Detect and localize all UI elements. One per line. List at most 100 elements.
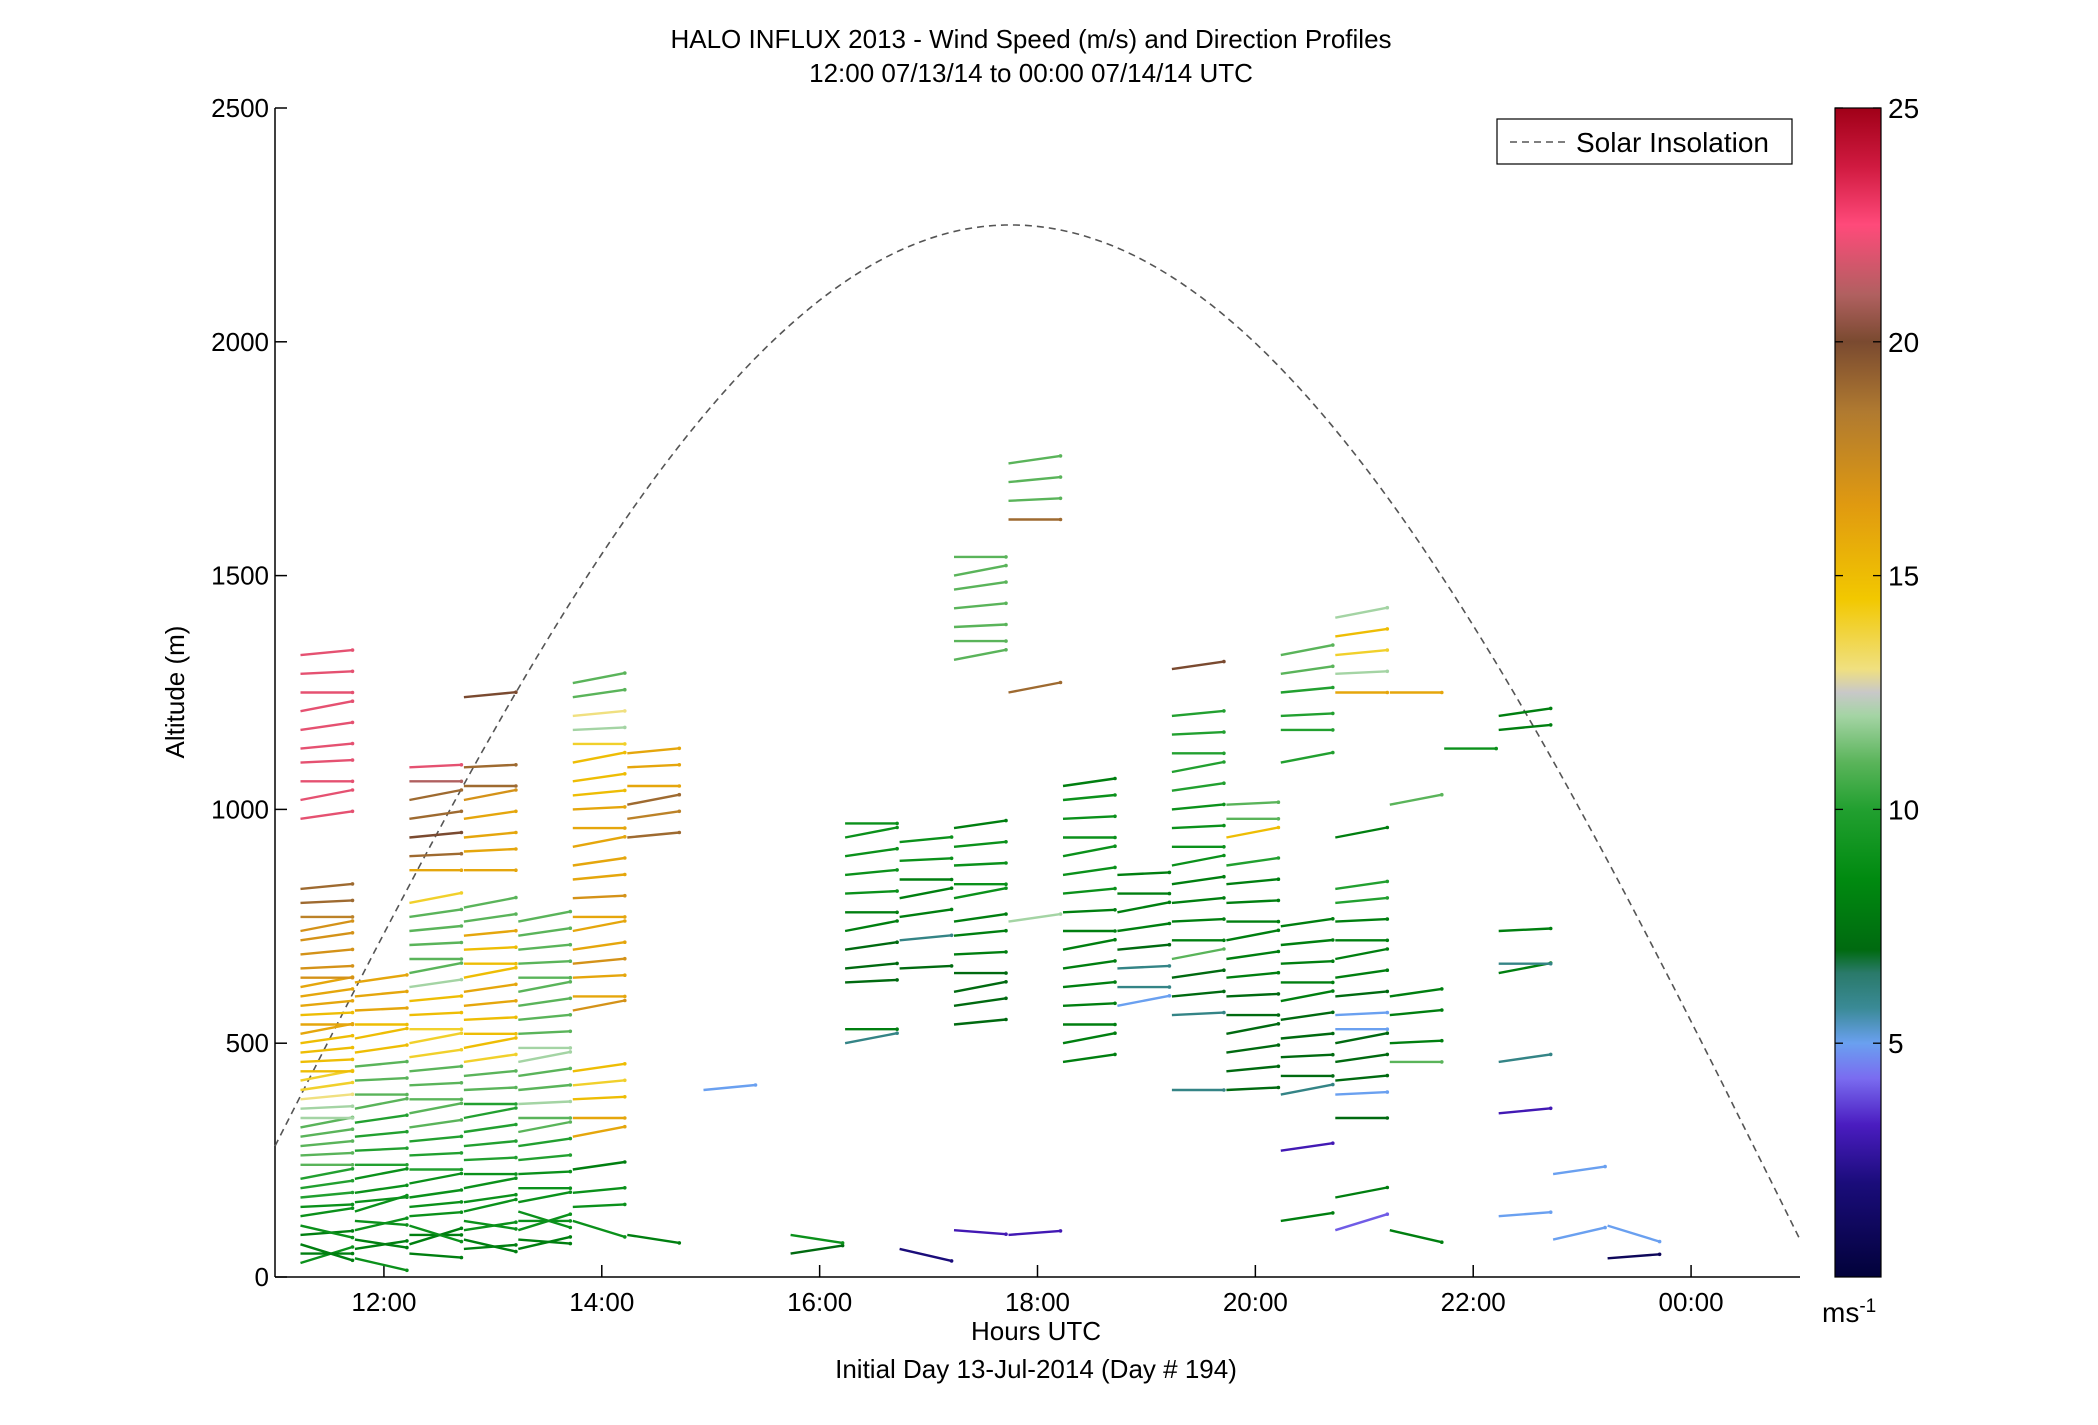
x-axis-label: Hours UTC [971,1316,1101,1346]
wind-barb-head [1331,685,1335,690]
wind-barb [518,1030,571,1035]
wind-barb [463,983,517,993]
wind-barb-head [459,1167,464,1172]
wind-barb-head [1004,980,1008,984]
wind-barb-head [1058,1229,1063,1233]
wind-barb-head [405,1183,409,1188]
wind-barb-head [459,1171,464,1176]
wind-barb-head [677,830,682,835]
colorbar-tick-label: 25 [1888,93,1919,124]
wind-barb-head [1548,1052,1553,1057]
wind-barb-head [623,856,627,860]
wind-barb [1498,1211,1551,1218]
wind-barb-head [514,1176,518,1180]
wind-barb [572,1079,625,1087]
wind-barb [354,1219,407,1227]
wind-barb-head [1113,929,1117,933]
wind-barb [899,887,952,900]
x-tick-label: 16:00 [787,1287,852,1317]
wind-barb [627,831,680,839]
wind-barb [409,908,462,919]
wind-barb [300,919,353,933]
wind-barb-head [405,1092,409,1097]
wind-barb-head [350,1258,355,1263]
wind-barb-head [623,940,627,944]
wind-barb [1062,793,1116,802]
wind-barb [354,1114,408,1124]
wind-barb-head [350,1202,355,1207]
wind-barb-head [1004,622,1008,627]
wind-barb-head [1113,776,1117,781]
wind-barb [953,648,1007,661]
wind-barb-head [1058,496,1063,501]
wind-barb-head [1113,844,1117,848]
wind-barb-head [405,1163,409,1167]
y-tick-label: 1500 [211,561,269,591]
wind-barb-head [568,959,573,963]
wind-barb-head [350,648,355,652]
wind-barb-head [623,1078,627,1083]
wind-barb [1062,815,1116,820]
wind-barb-head [405,1223,409,1227]
wind-barb [1498,927,1551,933]
wind-barb [1335,917,1388,923]
wind-barb [300,1128,353,1138]
wind-barb [953,623,1007,629]
wind-barb-head [840,1241,845,1245]
wind-barb-head [459,1010,464,1015]
wind-barb-head [405,1129,409,1134]
wind-barb [354,1196,408,1204]
wind-barb [1335,648,1388,657]
wind-barb-head [405,1167,409,1171]
wind-barb-head [568,1136,573,1141]
wind-barb-head [459,1031,464,1035]
wind-barb-head [459,809,464,814]
wind-barb-head [1276,1085,1281,1090]
wind-barb [463,1106,517,1120]
wind-barb-head [1331,1031,1335,1036]
wind-barb-head [895,889,899,893]
wind-barb-head [1548,1106,1553,1111]
wind-barb-head [1331,1010,1335,1015]
wind-barb-head [568,1029,573,1034]
wind-barb [572,894,625,900]
wind-barb-head [1222,760,1226,764]
wind-barb-head [1657,1252,1662,1257]
wind-barb-head [623,687,627,692]
wind-barb-head [1385,1052,1390,1057]
wind-barb-head [568,1241,573,1246]
wind-barb-head [623,826,627,830]
wind-barb-head [1331,664,1335,669]
wind-barb-head [405,1113,409,1117]
wind-barb-head [1222,968,1226,972]
wind-barb-head [1004,996,1008,1001]
wind-barb [627,810,680,820]
wind-barb-head [1004,601,1008,606]
wind-barb-head [895,961,899,966]
y-tick-label: 2500 [211,93,269,123]
wind-barb-head [1331,643,1335,647]
wind-barb [627,763,680,769]
wind-barb [409,852,462,858]
wind-barb [627,747,680,755]
wind-barb-head [1222,896,1226,900]
wind-barb-head [1548,706,1553,711]
wind-barb-head [949,835,954,839]
wind-barb [899,934,952,942]
wind-barb [845,889,898,895]
wind-barb [463,966,517,979]
wind-barb-head [1276,817,1281,821]
wind-barb-head [1167,900,1172,905]
wind-barb [463,912,517,923]
wind-barb-head [1222,781,1226,785]
wind-barb [1335,670,1388,675]
wind-barb-head [623,872,627,877]
wind-barb [1117,943,1170,951]
wind-barb-head [350,882,355,886]
wind-barb [463,946,516,951]
wind-barb [1335,990,1388,998]
wind-barb-head [1004,563,1008,568]
wind-barb-head [1331,1211,1335,1215]
wind-barb-head [459,891,464,895]
wind-barb-head [1222,989,1226,994]
